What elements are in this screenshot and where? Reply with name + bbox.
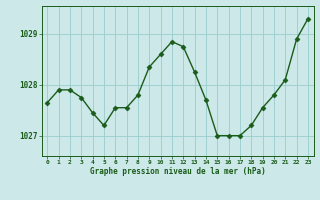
X-axis label: Graphe pression niveau de la mer (hPa): Graphe pression niveau de la mer (hPa) bbox=[90, 167, 266, 176]
